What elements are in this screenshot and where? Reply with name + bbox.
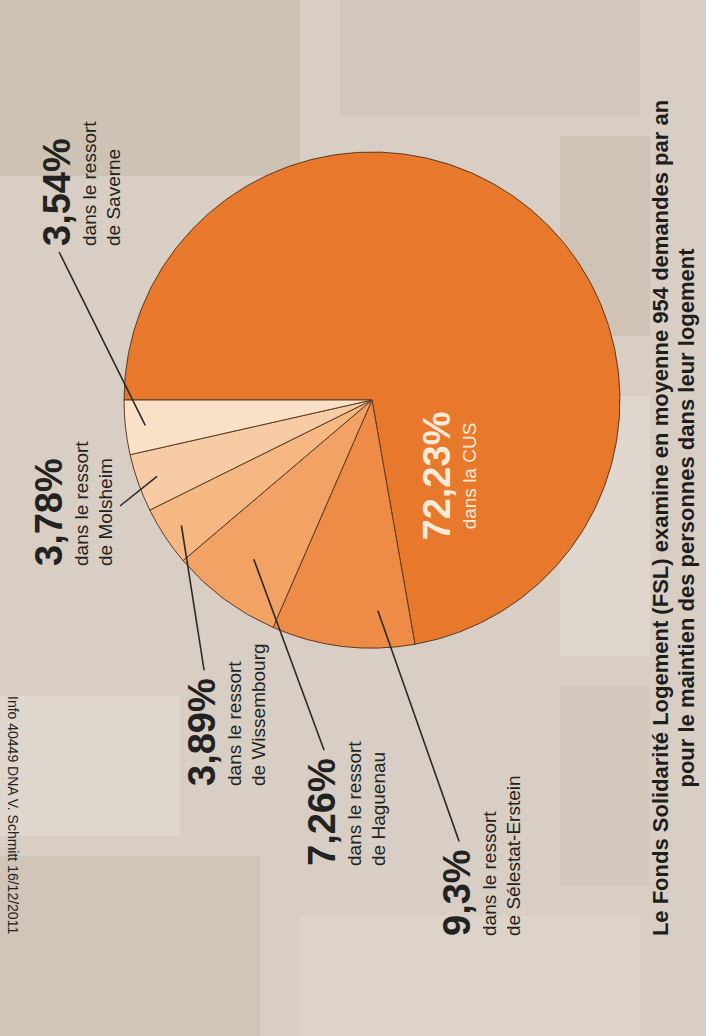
value-label: 3,54% (36, 138, 78, 246)
leader-line (181, 525, 204, 670)
category-label: dans le ressort (344, 741, 365, 866)
building (0, 696, 180, 836)
value-label: 3,89% (181, 678, 223, 786)
leader-line (59, 252, 145, 425)
value-label: 72,23% (416, 412, 458, 541)
category-label: de Saverne (103, 149, 124, 246)
rotated-layer: 72,23%dans la CUS9,3%dans le ressortde S… (0, 0, 699, 1036)
leader-line (120, 476, 157, 506)
leader-line (254, 559, 324, 750)
background-buildings (0, 0, 650, 1036)
labels: 72,23%dans la CUS9,3%dans le ressortde S… (28, 121, 524, 936)
value-label: 9,3% (436, 849, 478, 936)
background (0, 0, 706, 1036)
value-label: 7,26% (301, 758, 343, 866)
caption-line: pour le maintien des personnes dans leur… (674, 248, 699, 788)
leader-line (378, 611, 459, 842)
pie-slice (124, 400, 372, 455)
leaders (59, 252, 459, 841)
building (0, 856, 260, 1036)
caption-line: Le Fonds Solidarité Logement (FSL) exami… (648, 100, 673, 936)
value-label: 3,78% (28, 458, 70, 566)
category-label: dans le ressort (71, 441, 92, 566)
category-label: de Molsheim (95, 458, 116, 566)
category-label: de Sélestat-Erstein (503, 775, 524, 936)
category-label: dans le ressort (79, 121, 100, 246)
chart: 72,23%dans la CUS9,3%dans le ressortde S… (0, 0, 706, 1036)
category-label: de Wissembourg (248, 643, 269, 786)
category-label: dans le ressort (479, 811, 500, 936)
category-label: de Haguenau (368, 752, 389, 866)
pie (124, 152, 620, 648)
building (340, 0, 640, 116)
source-credit: Info 40449 DNA V. Schmitt 16/12/2011 (5, 696, 21, 934)
caption: Le Fonds Solidarité Logement (FSL) exami… (648, 100, 699, 936)
category-label: dans le ressort (224, 661, 245, 786)
building (560, 686, 650, 886)
category-label: dans la CUS (459, 423, 480, 530)
